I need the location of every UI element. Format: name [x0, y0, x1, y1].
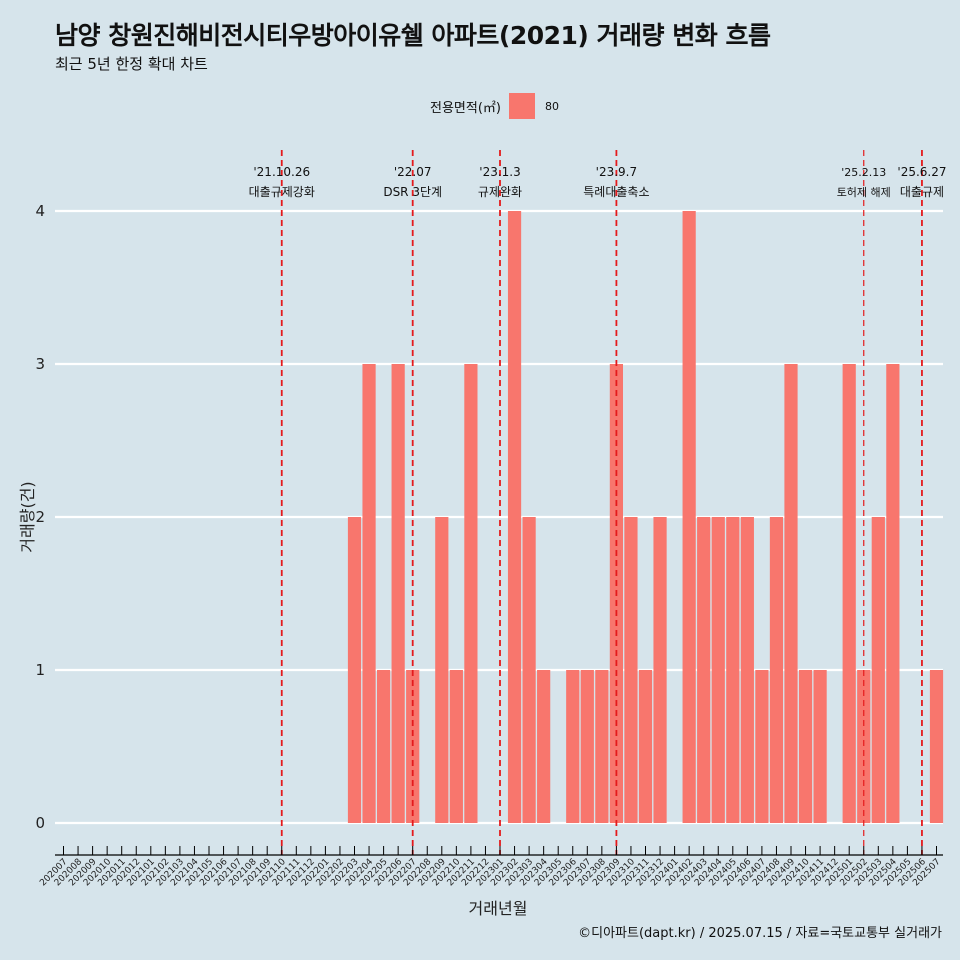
bar-202302: [507, 211, 522, 823]
event-date: '21.10.26: [253, 165, 310, 179]
source-caption: ©디아파트(dapt.kr) / 2025.07.15 / 자료=국토교통부 실…: [578, 926, 942, 941]
bar-202209: [435, 517, 449, 823]
bar-202310: [624, 517, 638, 823]
bar-202404: [711, 517, 725, 823]
y-tick-label: 3: [35, 355, 45, 373]
event-date: '25.6.27: [897, 165, 946, 179]
y-tick-label: 1: [35, 661, 45, 679]
bar-202308: [595, 670, 609, 823]
bar-202406: [740, 517, 754, 823]
event-label: 규제완화: [478, 185, 522, 199]
bar-202405: [726, 517, 740, 823]
chart-subtitle: 최근 5년 한정 확대 차트: [55, 55, 208, 73]
bar-202303: [522, 517, 536, 823]
legend: 전용면적(㎡) 80: [430, 93, 559, 119]
event-date: '23.9.7: [596, 165, 637, 179]
y-axis-title: 거래량(건): [18, 481, 37, 552]
bar-202504: [886, 364, 900, 823]
bar-202501: [842, 364, 856, 823]
y-axis: 0 1 2 3 4: [35, 202, 45, 832]
bar-202312: [653, 517, 667, 823]
event-markers: '21.10.26 대출규제강화 '22.07 DSR 3단계 '23.1.3 규제완화 '…: [249, 150, 947, 855]
bar-202205: [377, 670, 391, 823]
y-tick-label: 2: [35, 508, 45, 526]
bar-202408: [769, 517, 784, 823]
event-label: 대출규제강화: [249, 185, 315, 199]
event-date: '23.1.3: [479, 165, 520, 179]
x-axis: 2020072020082020092020102020112020122021…: [38, 846, 943, 888]
bar-202403: [697, 517, 711, 823]
bar-202407: [755, 670, 769, 823]
bar-202409: [784, 364, 798, 823]
legend-title: 전용면적(㎡): [430, 100, 501, 116]
event-date: '25.2.13: [841, 166, 886, 179]
event-label: 대출규제: [900, 185, 944, 199]
event-label: 토허제 해제: [837, 185, 891, 199]
legend-label: 80: [544, 99, 559, 113]
bar-202304: [537, 670, 551, 823]
bar-202503: [871, 517, 885, 823]
bar-202307: [580, 670, 594, 823]
bar-202507: [929, 670, 944, 823]
y-tick-label: 4: [35, 202, 45, 220]
bar-202306: [566, 670, 580, 823]
bar-202204: [362, 364, 376, 823]
bar-202402: [682, 211, 696, 823]
bars: [347, 211, 944, 823]
event-label: 특례대출축소: [583, 185, 649, 199]
bar-202502: [857, 670, 871, 823]
chart-title: 남양 창원진해비전시티우방아이유쉘 아파트(2021) 거래량 변화 흐름: [55, 21, 771, 50]
event-label: DSR 3단계: [383, 185, 442, 199]
bar-202206: [391, 364, 405, 823]
bar-202207: [406, 670, 420, 823]
bar-202410: [798, 670, 813, 823]
y-tick-label: 0: [35, 814, 45, 832]
bar-202211: [464, 364, 478, 823]
bar-202411: [813, 670, 827, 823]
bar-202203: [347, 517, 362, 823]
bar-202311: [638, 670, 653, 823]
bar-202210: [449, 670, 463, 823]
event-date: '22.07: [394, 165, 432, 179]
x-axis-title: 거래년월: [469, 899, 528, 918]
legend-swatch: [508, 93, 535, 119]
